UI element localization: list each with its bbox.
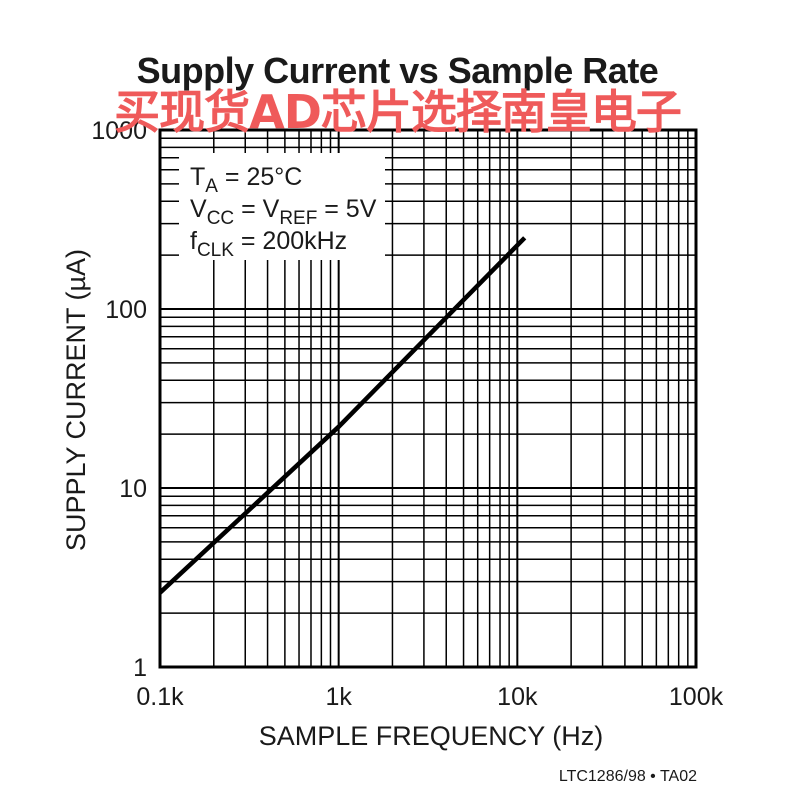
y-tick-label: 1: [133, 654, 147, 682]
figure-reference: LTC1286/98 • TA02: [558, 768, 697, 785]
x-tick-label: 1k: [325, 683, 352, 711]
y-tick-label: 100: [105, 296, 147, 324]
chart-title: Supply Current vs Sample Rate: [136, 50, 659, 91]
annotation-box: [179, 153, 385, 260]
plot-frame: [158, 128, 698, 669]
y-tick-label: 1000: [91, 117, 147, 145]
x-axis-label: SAMPLE FREQUENCY (Hz): [259, 721, 604, 751]
annotation-line: fCLK = 200kHz: [190, 227, 347, 261]
x-tick-label: 100k: [669, 683, 724, 711]
annotation-line: TA = 25°C: [190, 163, 302, 197]
annotation-line: VCC = VREF = 5V: [190, 195, 377, 229]
series-line-0: [158, 236, 527, 595]
x-tick-label: 0.1k: [136, 683, 184, 711]
x-tick-label: 10k: [497, 683, 538, 711]
y-tick-label: 10: [119, 475, 147, 503]
y-axis-label: SUPPLY CURRENT (µA): [61, 249, 91, 551]
series-lines: [158, 236, 527, 595]
tick-labels: 0.1k 1k 10k 100k 1 10 100 1000: [91, 117, 723, 711]
watermark-text: 买现货AD芯片选择南皇电子: [114, 85, 682, 139]
